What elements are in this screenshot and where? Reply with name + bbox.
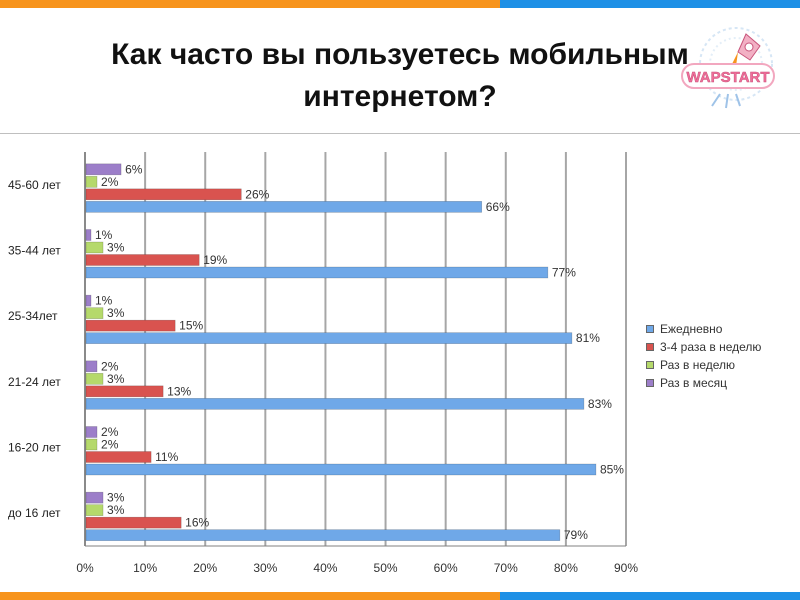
legend-label: Раз в неделю — [660, 358, 736, 372]
bar-data-label: 2% — [101, 175, 119, 189]
bar-1 — [85, 332, 573, 344]
bar-data-label: 3% — [107, 241, 125, 255]
bar-data-label: 6% — [125, 162, 143, 176]
x-tick-label: 70% — [494, 561, 518, 575]
bar-1 — [85, 201, 483, 213]
bar-2 — [85, 385, 164, 398]
bar-2 — [85, 451, 152, 463]
bar-data-label: 2% — [101, 359, 119, 373]
bar-data-label: 3% — [107, 503, 125, 517]
bar-3 — [85, 373, 104, 385]
bar-data-label: 81% — [576, 331, 600, 345]
bar-4 — [85, 426, 98, 438]
bar-data-label: 1% — [95, 228, 113, 242]
bar-4 — [85, 294, 92, 307]
chart-legend: Ежедневно 3-4 раза в неделю Раз в неделю Ра… — [646, 320, 761, 392]
bar-data-label: 3% — [107, 306, 125, 320]
x-tick-label: 40% — [313, 561, 337, 575]
bar-data-label: 77% — [552, 266, 576, 280]
title-divider — [0, 133, 800, 134]
x-tick-label: 20% — [193, 561, 217, 575]
legend-swatch — [646, 361, 654, 369]
bar-data-label: 26% — [245, 187, 269, 201]
bar-data-label: 2% — [101, 425, 119, 439]
bar-3 — [85, 241, 104, 254]
legend-swatch — [646, 343, 654, 351]
legend-swatch — [646, 379, 654, 387]
y-category-label: 45-60 лет — [8, 178, 61, 192]
y-category-label: 16-20 лет — [8, 441, 61, 455]
bar-data-label: 2% — [101, 438, 119, 452]
bar-1 — [85, 529, 561, 541]
top-color-bar — [0, 0, 800, 8]
legend-item: Раз в месяц — [646, 374, 761, 392]
y-category-label: 25-34лет — [8, 309, 58, 323]
bar-data-label: 13% — [167, 384, 191, 398]
title-line-1: Как часто вы пользуетесь мобильным — [111, 38, 689, 71]
bar-2 — [85, 319, 176, 332]
bar-3 — [85, 176, 98, 188]
bar-data-label: 11% — [155, 450, 178, 464]
bottom-color-bar — [0, 592, 800, 600]
bar-4 — [85, 491, 104, 504]
legend-swatch — [646, 325, 654, 333]
bar-data-label: 16% — [185, 516, 209, 530]
x-tick-label: 30% — [253, 561, 277, 575]
bottom-bar-orange — [0, 592, 500, 600]
legend-label: 3-4 раза в неделю — [660, 340, 762, 354]
title-line-2: интернетом? — [303, 80, 497, 113]
logo-text: WAPSTART — [686, 69, 769, 86]
bar-data-label: 85% — [600, 463, 624, 477]
top-bar-blue — [500, 0, 800, 8]
x-tick-label: 90% — [614, 561, 638, 575]
bar-data-label: 3% — [107, 491, 125, 505]
bar-chart: 0% 10% 20% 30% 40% 50% 60% 70% 80% 90% 45-60 лет 66… — [8, 152, 638, 575]
bar-data-label: 66% — [486, 200, 510, 214]
x-tick-label: 10% — [133, 561, 157, 575]
bar-data-label: 19% — [203, 253, 227, 267]
y-category-label: 35-44 лет — [8, 244, 61, 258]
y-category-label: 21-24 лет — [8, 375, 61, 389]
bar-1 — [85, 398, 585, 410]
bar-1 — [85, 266, 549, 279]
bar-3 — [85, 307, 104, 319]
legend-label: Ежедневно — [660, 322, 723, 336]
bar-2 — [85, 516, 182, 529]
page-title: Как часто вы пользуетесь мобильным интер… — [0, 34, 800, 118]
x-tick-label: 0% — [76, 561, 94, 575]
bar-4 — [85, 360, 98, 373]
bar-data-label: 79% — [564, 528, 588, 542]
x-tick-label: 80% — [554, 561, 578, 575]
bar-2 — [85, 188, 242, 201]
bar-2 — [85, 254, 200, 266]
bar-data-label: 15% — [179, 319, 203, 333]
bottom-bar-blue — [500, 592, 800, 600]
bar-data-label: 83% — [588, 397, 612, 411]
legend-item: Раз в неделю — [646, 356, 761, 374]
y-category-label: до 16 лет — [8, 506, 61, 520]
bar-3 — [85, 504, 104, 516]
wapstart-logo: WAPSTART — [681, 27, 775, 109]
legend-item: 3-4 раза в неделю — [646, 338, 761, 356]
bar-data-label: 3% — [107, 372, 125, 386]
bar-4 — [85, 229, 92, 241]
x-tick-label: 50% — [374, 561, 398, 575]
legend-label: Раз в месяц — [660, 376, 727, 390]
legend-item: Ежедневно — [646, 320, 761, 338]
bar-1 — [85, 463, 597, 476]
bar-3 — [85, 438, 98, 451]
top-bar-orange — [0, 0, 500, 8]
bar-data-label: 1% — [95, 294, 113, 308]
bar-4 — [85, 163, 122, 176]
x-tick-label: 60% — [434, 561, 458, 575]
